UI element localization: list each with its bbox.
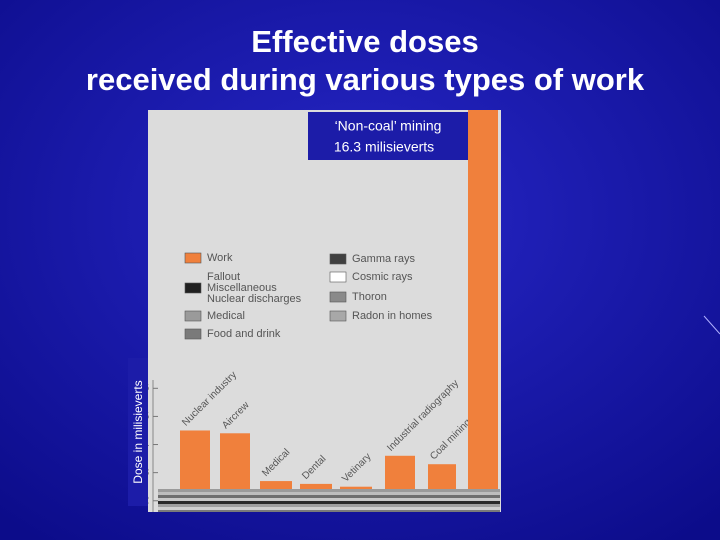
legend-label: Medical — [207, 310, 245, 322]
legend-label: Miscellaneous — [207, 282, 277, 294]
legend-swatch — [184, 310, 202, 322]
legend-swatch — [184, 328, 202, 340]
y-label-box — [128, 358, 148, 506]
background-band — [158, 510, 500, 512]
background-band — [158, 507, 500, 510]
y-tick-label: 6 — [143, 382, 149, 394]
legend-label: Cosmic rays — [352, 271, 413, 283]
legend-label: Gamma rays — [352, 253, 415, 265]
y-axis-label: Dose in milisieverts — [131, 380, 145, 483]
background-band — [158, 492, 500, 495]
title-line: Effective doses — [251, 24, 478, 59]
background-band — [158, 504, 500, 507]
legend-swatch — [329, 271, 347, 283]
legend-swatch — [184, 252, 202, 264]
legend-label: Fallout — [207, 271, 240, 283]
annotation-box — [308, 112, 468, 160]
legend-label: Food and drink — [207, 328, 281, 340]
y-tick-label: 3 — [143, 467, 149, 479]
legend-swatch — [329, 310, 347, 322]
bar — [468, 110, 498, 512]
legend-label: Nuclear discharges — [207, 293, 302, 305]
background-band — [158, 501, 500, 504]
background-band — [158, 495, 500, 498]
legend-label: Work — [207, 252, 233, 264]
annotation-category: ‘Non-coal’ mining — [335, 118, 442, 134]
annotation-value: 16.3 milisieverts — [334, 139, 434, 155]
y-tick-label: 4 — [143, 438, 149, 450]
legend-swatch — [329, 253, 347, 265]
legend-label: Radon in homes — [352, 310, 433, 322]
decoration — [703, 315, 720, 335]
legend-swatch — [329, 291, 347, 303]
legend-swatch — [184, 282, 202, 294]
plot: 23456Nuclear industryAircrewMedicalDenta… — [143, 110, 500, 512]
title-line: received during various types of work — [86, 62, 645, 97]
background-band — [158, 489, 500, 492]
y-tick-label: 5 — [143, 410, 149, 422]
y-tick-label: 2 — [143, 495, 149, 507]
background-band — [158, 498, 500, 501]
legend-label: Thoron — [352, 291, 387, 303]
